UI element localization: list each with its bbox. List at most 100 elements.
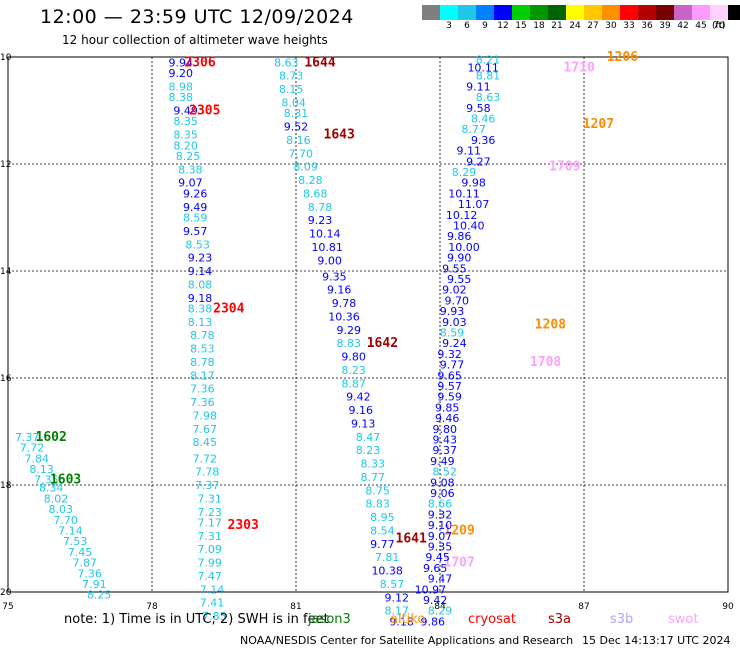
- wave-height-point: 8.98: [169, 80, 194, 93]
- wave-height-point: 7.45: [68, 546, 93, 559]
- colorbar-swatch: [620, 5, 638, 20]
- pass-time-label: 1206: [607, 50, 638, 65]
- wave-height-point: 9.23: [188, 252, 213, 265]
- colorbar-tick-label: 42: [677, 21, 689, 31]
- colorbar-tick-label: 12: [497, 21, 509, 31]
- x-tick-label: 81: [290, 602, 301, 612]
- colorbar-swatch: [692, 5, 710, 20]
- wave-height-point: 9.43: [433, 434, 458, 447]
- wave-height-point: 8.83: [337, 337, 362, 350]
- wave-height-point: 7.23: [197, 506, 222, 519]
- wave-height-point: 10.40: [453, 220, 485, 233]
- wave-height-point: 7.17: [197, 516, 222, 529]
- wave-height-point: 8.21: [476, 54, 501, 67]
- colorbar-tick-label: 45: [695, 21, 707, 31]
- wave-height-point: 10.00: [448, 241, 480, 254]
- colorbar-swatch: [422, 5, 440, 20]
- wave-height-point: 9.12: [385, 591, 410, 604]
- wave-height-point: 9.32: [437, 348, 462, 361]
- wave-height-point: 8.63: [476, 91, 501, 104]
- wave-height-point: 9.65: [423, 562, 448, 575]
- wave-height-point: 9.57: [183, 225, 208, 238]
- wave-height-point: 8.13: [188, 316, 213, 329]
- colorbar-tick-label: 33: [623, 21, 635, 31]
- wave-height-point: 9.35: [322, 270, 347, 283]
- wave-height-point: 7.09: [197, 543, 222, 556]
- pass-time-label: 1643: [324, 128, 355, 143]
- colorbar-swatch: [602, 5, 620, 20]
- wave-height-point: 8.23: [341, 364, 366, 377]
- wave-height-point: 8.03: [49, 503, 74, 516]
- wave-height-point: 8.78: [308, 201, 333, 214]
- wave-height-point: 9.59: [437, 391, 462, 404]
- colorbar-swatch: [710, 5, 728, 20]
- pass-time-label: 1207: [583, 117, 614, 132]
- wave-height-point: 9.90: [447, 252, 472, 265]
- wave-height-point: 8.23: [356, 444, 381, 457]
- wave-height-point: 9.16: [349, 404, 374, 417]
- wave-height-point: 8.73: [279, 70, 304, 83]
- wave-height-point: 9.55: [447, 273, 472, 286]
- wave-height-point: 7.53: [63, 535, 88, 548]
- plot-frame: [7, 56, 729, 593]
- wave-height-point: 8.35: [173, 115, 198, 128]
- wave-height-point: 9.20: [169, 67, 194, 80]
- wave-height-point: 8.57: [380, 578, 405, 591]
- wave-height-point: 8.59: [440, 327, 465, 340]
- wave-height-point: 9.42: [423, 594, 448, 607]
- wave-height-point: 7.72: [20, 442, 45, 455]
- wave-height-point: 8.77: [461, 123, 486, 136]
- wave-height-point: 9.45: [425, 551, 450, 564]
- colorbar-swatch: [530, 5, 548, 20]
- wave-height-point: 10.36: [328, 310, 360, 323]
- wave-height-point: 11.07: [458, 198, 490, 211]
- wave-height-point: 8.45: [193, 436, 218, 449]
- mission-label-swot: swot: [668, 612, 699, 627]
- wave-height-point: 8.09: [293, 161, 318, 174]
- wave-height-point: 7.91: [82, 578, 107, 591]
- wave-height-point: 10.81: [311, 241, 343, 254]
- wave-height-point: 9.49: [173, 105, 198, 118]
- pass-time-label: 2305: [189, 104, 220, 119]
- colorbar-tick-label: 70: [713, 21, 725, 31]
- x-tick-label: 84: [434, 602, 446, 612]
- pass-time-label: 1208: [535, 318, 566, 333]
- wave-height-point: 9.70: [445, 294, 470, 307]
- wave-height-point: 9.11: [457, 145, 482, 158]
- wave-height-point: 9.03: [442, 316, 467, 329]
- wave-height-point: 8.28: [298, 174, 323, 187]
- wave-height-point: 9.35: [428, 541, 453, 554]
- colorbar-swatch: [638, 5, 656, 20]
- pass-time-label: 1710: [564, 61, 595, 76]
- wave-height-point: 8.25: [176, 150, 201, 163]
- wave-height-point: 9.26: [183, 187, 208, 200]
- colorbar-tick-label: 30: [605, 21, 617, 31]
- mission-label-altiko: altiko: [390, 612, 426, 627]
- colorbar: [422, 5, 740, 20]
- wave-height-point: 7.72: [193, 452, 218, 465]
- wave-height-point: 9.65: [437, 369, 462, 382]
- wave-height-point: 10.38: [371, 565, 403, 578]
- wave-height-point: 7.67: [193, 423, 218, 436]
- wave-height-point: 9.36: [471, 134, 496, 147]
- wave-height-point: 10.97: [415, 583, 447, 596]
- wave-height-point: 7.98: [193, 409, 218, 422]
- wave-height-point: 7.31: [197, 492, 222, 505]
- wave-height-point: 9.98: [461, 177, 486, 190]
- y-tick-label: 20: [0, 588, 12, 598]
- wave-height-point: 9.94: [169, 56, 194, 69]
- wave-height-point: 8.95: [370, 511, 395, 524]
- wave-height-point: 9.02: [442, 284, 467, 297]
- wave-height-point: 9.27: [466, 155, 491, 168]
- wave-height-point: 9.23: [308, 214, 333, 227]
- wave-height-point: 9.32: [428, 508, 453, 521]
- pass-time-label: 1603: [50, 473, 81, 488]
- wave-height-point: 7.35: [34, 474, 59, 487]
- wave-height-point: 7.70: [53, 514, 78, 527]
- wave-height-point: 7.41: [200, 597, 225, 610]
- wave-height-point: 10.11: [467, 62, 499, 75]
- wave-height-point: 8.53: [185, 238, 210, 251]
- wave-height-point: 8.66: [428, 498, 453, 511]
- wave-height-point: 9.07: [428, 530, 453, 543]
